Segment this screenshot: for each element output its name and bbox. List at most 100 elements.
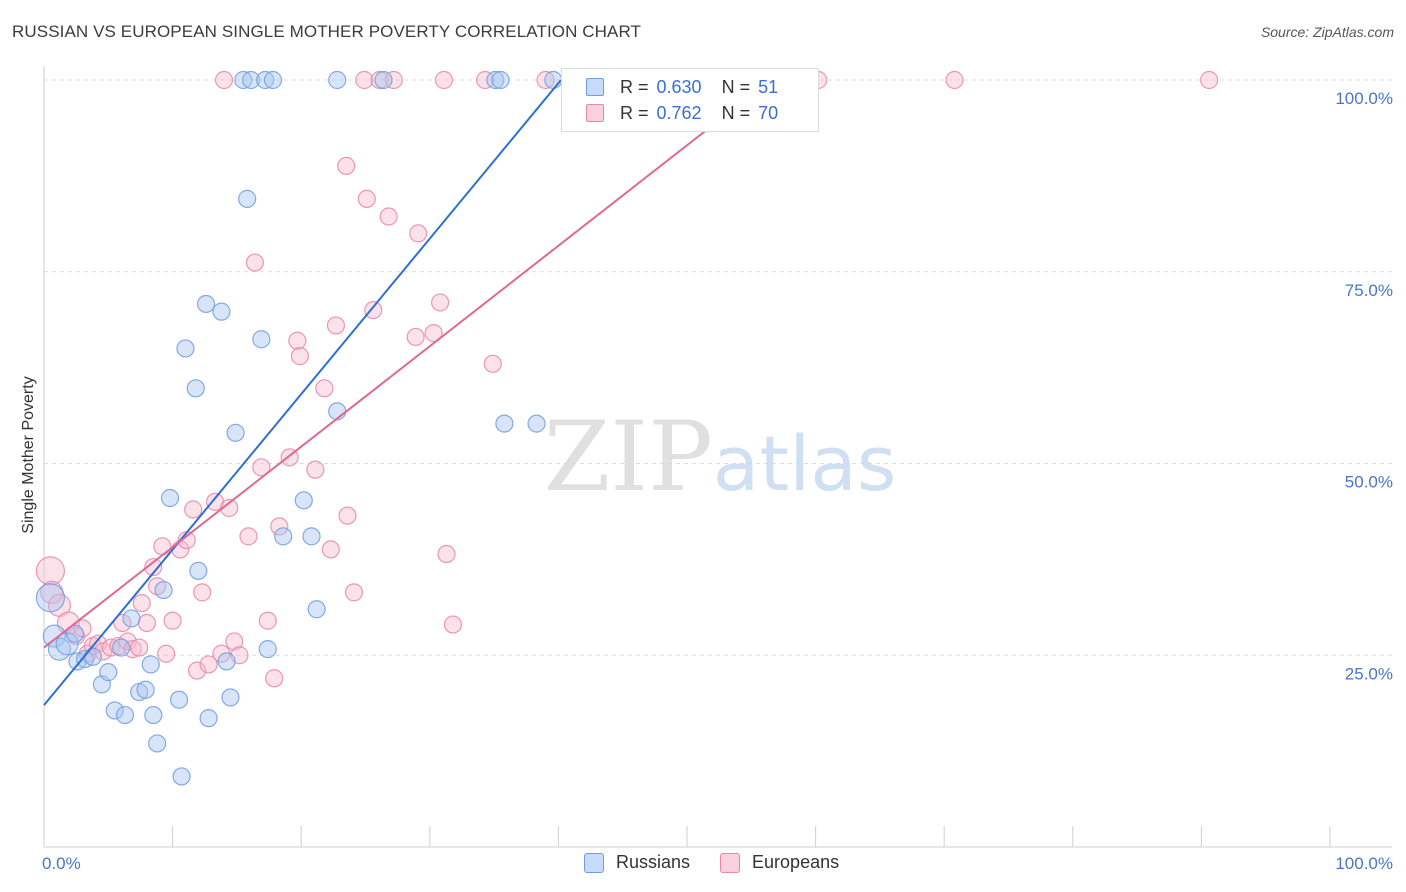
russians-point	[544, 70, 563, 90]
y-tick-label: 50.0%	[1345, 473, 1393, 492]
russians-point	[234, 70, 253, 90]
russians-point	[328, 70, 347, 90]
russians-point	[212, 302, 231, 321]
russians-point	[307, 600, 326, 619]
europeans-point	[157, 644, 176, 663]
russians-point	[221, 688, 240, 707]
europeans-point	[437, 544, 456, 564]
russians-point	[374, 70, 393, 90]
chart-title: RUSSIAN VS EUROPEAN SINGLE MOTHER POVERT…	[12, 22, 642, 41]
n-label: N =	[721, 76, 751, 97]
europeans-point	[290, 347, 310, 366]
russians-point	[136, 680, 155, 699]
russians-point	[252, 330, 271, 349]
axes	[43, 66, 1392, 848]
europeans-point	[315, 379, 334, 398]
russians-point	[169, 690, 189, 709]
europeans-point	[153, 537, 172, 556]
europeans-point	[370, 70, 389, 90]
russians-point	[65, 624, 84, 643]
europeans-point	[265, 669, 284, 688]
russians-point	[274, 527, 293, 546]
russians-point	[160, 488, 180, 508]
watermark: ZIPatlas	[544, 401, 897, 513]
russians-point	[112, 638, 131, 657]
europeans-point	[357, 189, 376, 208]
correlation-legend: R = 0.630 N = 51 R = 0.762 N = 70	[561, 68, 819, 132]
russians-point	[105, 701, 124, 720]
russians-trend-line	[43, 79, 562, 706]
europeans-points	[35, 70, 1219, 688]
europeans-point	[101, 638, 120, 657]
europeans-point	[225, 632, 244, 651]
europeans-legend-swatch	[720, 852, 741, 873]
europeans-point	[337, 156, 356, 176]
europeans-point	[132, 593, 151, 613]
europeans-point	[184, 500, 203, 519]
russians-point	[99, 663, 118, 682]
europeans-point	[193, 583, 212, 602]
europeans-point	[321, 540, 340, 559]
russians-point	[42, 624, 66, 648]
russians-point	[217, 652, 236, 671]
y-tick-label: 25.0%	[1345, 664, 1393, 683]
russians-point	[55, 632, 79, 656]
russians-point	[302, 527, 321, 546]
russians-point	[256, 70, 275, 90]
russians-point	[141, 655, 160, 674]
legend-item-europeans[interactable]: Europeans	[720, 852, 839, 873]
europeans-point	[214, 70, 234, 90]
russians-point	[154, 580, 173, 600]
europeans-point	[443, 615, 463, 634]
r-label: R =	[620, 102, 649, 123]
europeans-point	[364, 301, 383, 320]
europeans-point	[245, 253, 265, 272]
russians-point	[144, 705, 163, 725]
russians-point	[258, 640, 277, 659]
russians-point	[115, 705, 135, 725]
russians-point	[186, 379, 205, 398]
y-tick-label: 100.0%	[1335, 89, 1393, 108]
russians-point	[226, 423, 245, 442]
europeans-point	[35, 556, 66, 586]
europeans-r-value: 0.762	[656, 102, 702, 123]
europeans-point	[220, 498, 239, 518]
trend-lines	[43, 79, 772, 706]
europeans-point	[123, 640, 142, 659]
europeans-point	[288, 331, 307, 350]
europeans-point	[306, 460, 325, 479]
europeans-point	[163, 611, 182, 630]
russians-point	[491, 70, 510, 90]
russians-point	[189, 561, 208, 580]
russians-n-value: 51	[758, 76, 779, 97]
russians-point	[238, 189, 257, 208]
tick-labels: 25.0% 50.0% 75.0% 100.0% 0.0% 100.0%	[42, 89, 1393, 873]
europeans-point	[113, 613, 132, 633]
europeans-point	[409, 224, 428, 243]
russians-point	[172, 767, 191, 786]
europeans-point	[338, 506, 357, 525]
russians-legend-label: Russians	[616, 852, 691, 872]
europeans-point	[475, 70, 495, 90]
russians-point	[196, 294, 216, 314]
russians-r-value: 0.630	[656, 76, 702, 97]
legend-item-russians[interactable]: Russians	[584, 852, 690, 873]
europeans-point	[483, 354, 502, 373]
russians-point	[122, 609, 141, 628]
europeans-point	[355, 70, 374, 90]
europeans-point	[1200, 70, 1219, 90]
europeans-point	[384, 70, 403, 90]
europeans-point	[40, 580, 64, 604]
europeans-point	[270, 517, 289, 536]
europeans-point	[430, 293, 450, 312]
europeans-n-value: 70	[758, 102, 779, 123]
europeans-point	[434, 70, 454, 90]
europeans-swatch	[586, 104, 604, 122]
russians-point	[495, 414, 514, 433]
europeans-point	[536, 70, 555, 90]
europeans-point	[137, 613, 156, 633]
europeans-point	[130, 638, 149, 657]
russians-point	[35, 583, 66, 613]
europeans-legend-label: Europeans	[752, 852, 840, 872]
